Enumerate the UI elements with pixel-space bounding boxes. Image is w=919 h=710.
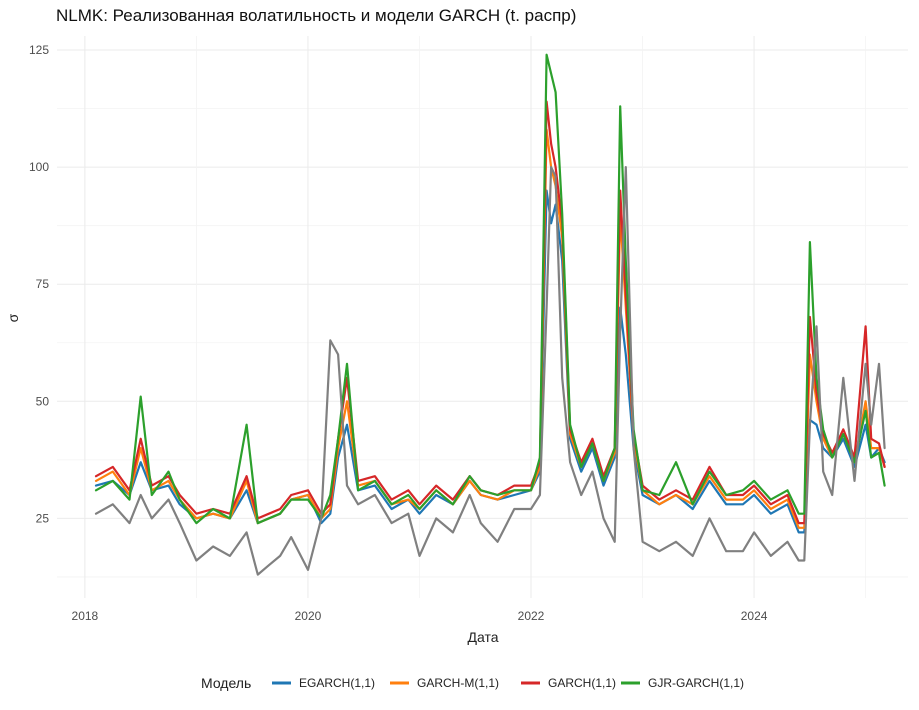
legend-label: GARCH(1,1): [548, 676, 616, 690]
series-line-gjr-garch-1-1: [94, 53, 886, 525]
legend-title: Модель: [201, 675, 251, 691]
x-tick-label: 2020: [295, 609, 322, 623]
x-tick-label: 2018: [72, 609, 99, 623]
grid-layer: [57, 36, 908, 598]
series-layer: [94, 53, 886, 576]
y-tick-label: 125: [29, 43, 49, 57]
x-axis-title: Дата: [467, 629, 498, 645]
y-tick-label: 75: [36, 277, 50, 291]
x-tick-label: 2024: [741, 609, 768, 623]
y-tick-label: 100: [29, 160, 49, 174]
legend-label: GJR-GARCH(1,1): [648, 676, 744, 690]
series-line-egarch-1-1: [94, 189, 886, 534]
y-axis-title: σ: [5, 313, 21, 322]
legend-label: EGARCH(1,1): [299, 676, 375, 690]
y-tick-label: 25: [36, 511, 50, 525]
legend-label: GARCH-M(1,1): [417, 676, 499, 690]
axis-layer: 25 50 75 100 125 2018 2020 2022 2024: [29, 43, 768, 623]
y-tick-label: 50: [36, 394, 50, 408]
chart-title: NLMK: Реализованная волатильность и моде…: [56, 6, 577, 25]
series-line-garch-m-1-1: [94, 128, 886, 529]
legend: Модель EGARCH(1,1) GARCH-M(1,1) GARCH(1,1) G…: [201, 675, 744, 691]
series-line-realized-volatility: [94, 166, 886, 576]
x-tick-label: 2022: [518, 609, 545, 623]
